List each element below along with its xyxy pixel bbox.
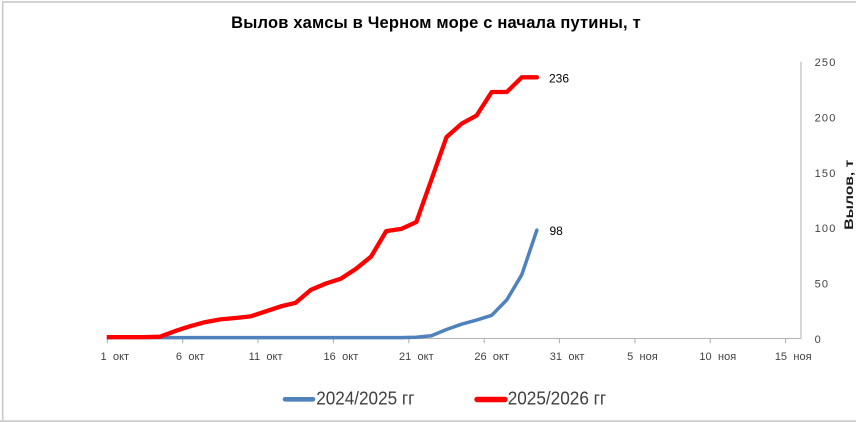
svg-text:1 окт: 1 окт [101,351,130,363]
svg-text:2025/2026 гг: 2025/2026 гг [508,387,607,408]
svg-text:15 ноя: 15 ноя [775,351,812,363]
svg-text:Вылов, т: Вылов, т [842,160,856,230]
svg-text:2024/2025 гг: 2024/2025 гг [316,387,414,408]
svg-text:236: 236 [549,72,569,86]
svg-text:21 окт: 21 окт [399,351,434,363]
svg-text:11 окт: 11 окт [249,351,283,363]
svg-text:98: 98 [550,224,564,238]
svg-text:5 ноя: 5 ноя [627,351,658,363]
svg-text:50: 50 [815,279,830,291]
svg-text:200: 200 [815,112,837,124]
svg-text:10 ноя: 10 ноя [699,351,736,363]
svg-text:31 окт: 31 окт [550,351,585,363]
svg-text:16 окт: 16 окт [324,351,359,363]
svg-text:100: 100 [815,223,837,235]
svg-text:Вылов хамсы в Черном море с на: Вылов хамсы в Черном море с начала путин… [231,14,641,32]
svg-text:0: 0 [815,334,822,346]
svg-text:150: 150 [815,168,837,180]
svg-text:6 окт: 6 окт [176,351,205,363]
svg-text:26 окт: 26 окт [474,351,509,363]
svg-text:250: 250 [815,57,837,69]
